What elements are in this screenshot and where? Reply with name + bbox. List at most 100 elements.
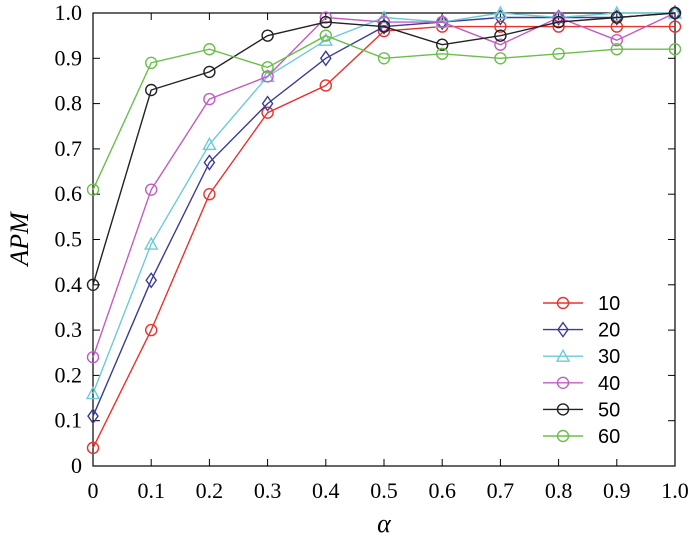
data-point [610, 33, 623, 47]
data-point [552, 47, 565, 60]
data-point [319, 79, 332, 92]
data-point [86, 441, 100, 455]
data-point [144, 236, 159, 250]
data-point [494, 29, 507, 42]
data-point [319, 50, 332, 67]
legend-label: 50 [598, 399, 620, 421]
x-tick-label: 0 [88, 478, 99, 503]
data-point [85, 386, 101, 400]
x-tick-label: 1.0 [661, 478, 689, 503]
x-tick-label: 0.6 [428, 478, 456, 503]
data-point [261, 95, 274, 112]
data-point [145, 272, 158, 289]
y-tick-label: 0 [71, 453, 82, 478]
series-line [92, 25, 675, 449]
legend-entry: 30 [543, 346, 620, 368]
data-point [494, 38, 507, 51]
data-point [610, 20, 623, 33]
data-point [203, 65, 216, 79]
y-axis-title: APM [5, 211, 34, 268]
data-point [494, 20, 507, 33]
x-axis-title: α [377, 509, 392, 538]
legend-entry: 20 [543, 320, 620, 342]
series-line [92, 34, 675, 190]
data-point [261, 61, 274, 74]
legend-label: 60 [598, 426, 620, 448]
x-tick-label: 0.1 [137, 478, 165, 503]
data-point [668, 6, 682, 20]
data-point [144, 183, 158, 196]
data-point [87, 407, 99, 425]
x-tick-label: 0.9 [603, 478, 631, 503]
series-line [92, 12, 676, 358]
data-point [86, 351, 100, 364]
x-tick-label: 0.5 [370, 478, 398, 503]
series-layer [85, 4, 683, 455]
data-point [436, 38, 449, 51]
data-point [377, 20, 391, 33]
data-point [86, 278, 100, 291]
data-point [144, 56, 158, 70]
data-point [261, 29, 274, 42]
legend-label: 10 [598, 293, 620, 315]
data-point [261, 106, 274, 119]
legend-label: 40 [598, 373, 620, 395]
y-tick-label: 0.2 [55, 362, 83, 387]
data-point [203, 187, 216, 201]
data-point [552, 9, 565, 26]
data-point [552, 15, 565, 29]
data-point [610, 11, 623, 24]
legend: 10 20 30 40 50 60 [543, 293, 620, 448]
data-point [493, 5, 508, 19]
y-tick-label: 0.6 [55, 181, 83, 206]
data-point [319, 11, 332, 24]
data-point [203, 43, 216, 56]
series-50 [86, 6, 682, 291]
y-tick-label: 0.5 [55, 227, 83, 252]
axis-ticks: 0 0.1 0.2 0.3 0.4 0.5 0.6 0.7 0.8 0.9 1.0 0 0.1 0.2 0.… [55, 0, 689, 503]
legend-label: 30 [598, 346, 620, 368]
legend-entry: 40 [543, 373, 620, 395]
x-tick-label: 0.8 [545, 478, 573, 503]
data-point [377, 15, 391, 29]
data-point [261, 70, 274, 83]
legend-marker [556, 429, 570, 443]
data-point [377, 52, 391, 65]
data-point [319, 15, 332, 29]
y-tick-label: 0.1 [55, 408, 83, 433]
y-tick-label: 0.4 [55, 272, 83, 297]
legend-entry: 50 [543, 399, 620, 421]
legend-label: 20 [598, 320, 620, 342]
data-point [203, 154, 216, 171]
data-point [144, 323, 158, 337]
y-tick-label: 0.8 [55, 91, 83, 116]
legend-entry: 60 [543, 426, 620, 448]
y-tick-label: 0.7 [55, 136, 83, 161]
x-tick-label: 0.2 [196, 478, 224, 503]
data-point [669, 4, 681, 22]
y-tick-label: 0.9 [55, 45, 83, 70]
data-point [377, 24, 391, 38]
series-line [92, 12, 676, 286]
legend-marker [556, 403, 570, 416]
series-line [92, 12, 675, 394]
legend-marker [557, 321, 569, 338]
data-point [144, 83, 158, 97]
data-point [319, 29, 332, 42]
data-point [378, 18, 390, 35]
data-point [610, 9, 623, 26]
data-point [203, 92, 216, 106]
series-10 [86, 20, 682, 455]
data-point [552, 20, 565, 33]
series-60 [86, 29, 682, 196]
x-tick-label: 0.7 [487, 478, 515, 503]
data-point [86, 183, 100, 196]
data-point [436, 13, 449, 31]
data-point [668, 43, 682, 56]
x-tick-label: 0.3 [254, 478, 282, 503]
legend-marker [555, 348, 571, 362]
data-point [552, 11, 565, 24]
y-tick-label: 1.0 [55, 0, 83, 25]
legend-marker [556, 296, 570, 310]
